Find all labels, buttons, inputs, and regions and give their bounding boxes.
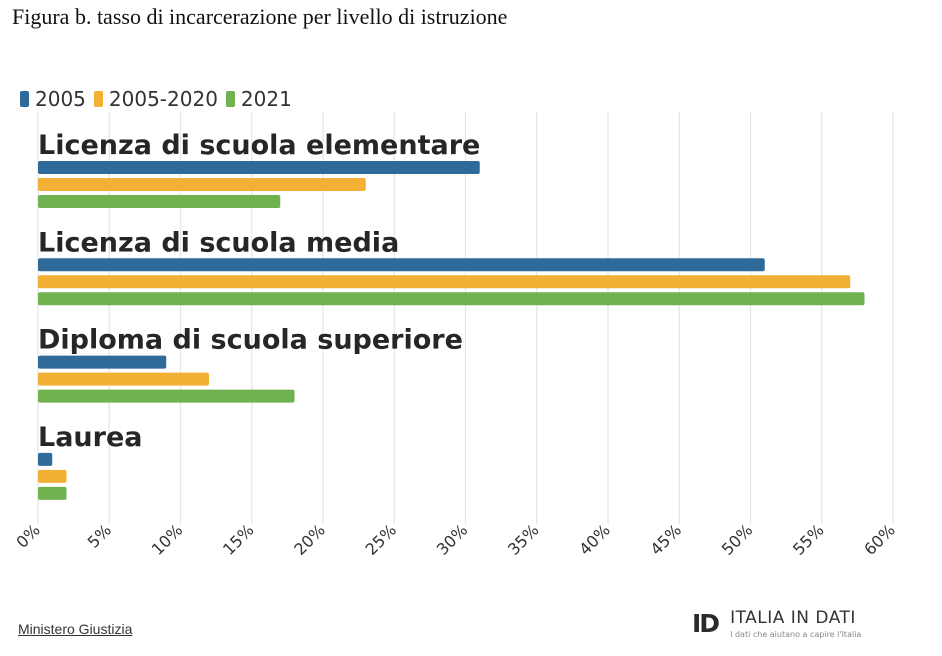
x-tick-label: 25% — [361, 520, 400, 559]
x-tick-label: 45% — [646, 520, 685, 559]
x-tick-label: 20% — [290, 520, 329, 559]
bar — [38, 195, 281, 208]
bar — [38, 161, 480, 174]
x-tick-label: 35% — [504, 520, 543, 559]
source-link[interactable]: Ministero Giustizia — [18, 621, 133, 637]
legend-item-2021: 2021 — [225, 87, 292, 111]
brand-text: ITALIA IN DATI I dati che aiutano a capi… — [730, 608, 861, 639]
bar — [38, 292, 865, 306]
category-label: Licenza di scuola media — [38, 227, 399, 258]
bar — [38, 178, 366, 191]
category-label: Diploma di scuola superiore — [38, 325, 463, 356]
bar — [38, 258, 765, 272]
brand-block: ID ITALIA IN DATI I dati che aiutano a c… — [692, 608, 861, 639]
bar — [38, 389, 295, 403]
x-tick-label: 10% — [148, 520, 187, 559]
legend-label-2005: 2005 — [35, 87, 86, 111]
brand-logo-icon: ID — [692, 609, 720, 638]
bar — [38, 452, 53, 466]
brand-tagline: I dati che aiutano a capire l'Italia — [730, 630, 862, 639]
legend-swatch-2021 — [225, 91, 235, 107]
x-tick-label: 5% — [84, 520, 115, 551]
chart-legend: 2005 2005-2020 2021 — [20, 87, 300, 111]
bar — [38, 355, 167, 369]
bar — [38, 275, 851, 289]
legend-swatch-2005-2020 — [93, 91, 103, 107]
bar — [38, 469, 67, 483]
category-label: Licenza di scuola elementare — [38, 130, 480, 161]
category-label: Laurea — [38, 422, 143, 453]
bar — [38, 486, 67, 500]
x-tick-label: 15% — [219, 520, 258, 559]
legend-item-2005-2020: 2005-2020 — [93, 87, 218, 111]
brand-name: ITALIA IN DATI — [730, 608, 856, 628]
bar — [38, 372, 209, 386]
figure-caption: Figura b. tasso di incarcerazione per li… — [12, 4, 508, 29]
legend-item-2005: 2005 — [20, 87, 86, 111]
x-tick-label: 30% — [433, 520, 472, 559]
x-tick-label: 50% — [718, 520, 757, 559]
x-tick-label: 55% — [789, 520, 828, 559]
legend-swatch-2005 — [20, 91, 29, 107]
legend-label-2005-2020: 2005-2020 — [108, 87, 218, 111]
x-tick-label: 0% — [12, 520, 43, 551]
x-tick-label: 40% — [575, 520, 614, 559]
legend-label-2021: 2021 — [240, 87, 292, 111]
x-tick-label: 60% — [860, 520, 899, 559]
